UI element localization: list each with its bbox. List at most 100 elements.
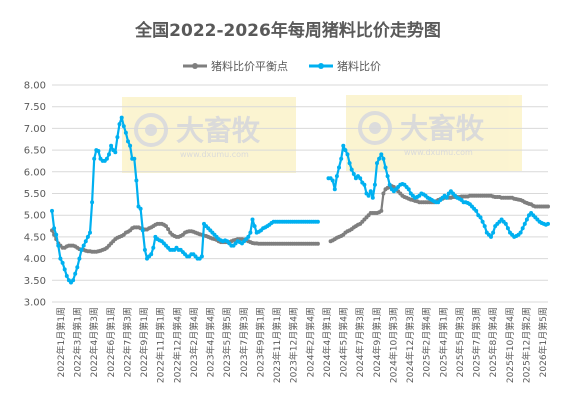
data-point — [524, 217, 529, 222]
data-point — [546, 204, 550, 209]
data-point — [138, 206, 143, 211]
data-point — [117, 122, 122, 127]
data-point — [377, 156, 382, 161]
data-point — [520, 226, 525, 231]
legend: 猪料比价平衡点 猪料比价 — [183, 59, 381, 73]
data-point — [368, 189, 373, 194]
x-tick-label: 2025年8月第4周 — [487, 307, 499, 377]
watermark-url: www.dxumu.com — [180, 150, 249, 159]
x-tick-label: 2024年2月第4周 — [304, 307, 316, 377]
legend-marker-balance — [192, 63, 198, 69]
y-tick-label: 4.50 — [24, 232, 46, 243]
data-point — [489, 234, 493, 239]
x-tick-label: 2023年2月第4周 — [188, 307, 200, 377]
data-point — [345, 152, 350, 157]
data-point — [75, 265, 80, 270]
series-group — [50, 115, 550, 285]
data-point — [387, 182, 392, 187]
x-tick-label: 2024年10月第3周 — [387, 307, 399, 383]
watermark-logo-icon — [134, 113, 168, 147]
data-point — [337, 165, 341, 170]
data-point — [339, 156, 344, 161]
chart-title: 全国2022-2026年每周猪料比价走势图 — [134, 20, 441, 41]
data-point — [334, 174, 339, 179]
data-point — [151, 245, 156, 250]
x-tick-label: 2025年12月第2周 — [520, 307, 532, 383]
data-point — [164, 224, 168, 229]
x-tick-label: 2022年3月第1周 — [72, 307, 84, 377]
x-tick-label: 2022年1月第1周 — [55, 307, 67, 377]
y-tick-label: 5.50 — [24, 189, 46, 200]
data-point — [522, 221, 527, 226]
data-point — [90, 200, 95, 205]
data-point — [444, 195, 449, 200]
series-line-balance-point — [329, 185, 550, 243]
watermark-left: 大畜牧 www.dxumu.com — [122, 97, 296, 173]
data-point — [370, 195, 375, 200]
y-tick-label: 7.00 — [24, 124, 46, 135]
data-point — [478, 215, 483, 220]
x-axis: 2022年1月第1周 2022年3月第1周 2022年4月第3周 2022年6月第1周… — [55, 307, 549, 383]
data-point — [132, 156, 137, 161]
legend-marker-ratio — [318, 63, 324, 69]
data-point — [375, 161, 379, 166]
watermark-logo-dot — [145, 124, 157, 136]
data-point — [109, 143, 114, 148]
x-tick-label: 2022年4月第3周 — [88, 307, 100, 377]
x-tick-label: 2025年10月第4周 — [504, 307, 516, 383]
series-line-balance-point — [50, 222, 319, 253]
data-point — [199, 254, 204, 259]
data-point — [366, 193, 371, 198]
data-point — [126, 139, 130, 144]
x-tick-label: 2023年9月第1周 — [254, 307, 266, 377]
y-tick-label: 5.00 — [24, 211, 46, 222]
x-tick-label: 2024年7月第3周 — [354, 307, 366, 377]
data-point — [85, 234, 90, 239]
data-point — [250, 217, 255, 222]
data-point — [358, 176, 363, 181]
x-tick-label: 2023年12月第4周 — [288, 307, 300, 383]
x-tick-label: 2024年5月第4周 — [338, 307, 350, 377]
watermark-url: www.dxumu.com — [404, 148, 473, 157]
data-point — [381, 156, 386, 161]
x-tick-label: 2024年12月第3周 — [404, 307, 416, 383]
data-point — [343, 148, 348, 153]
data-point — [491, 230, 496, 235]
data-point — [349, 167, 354, 172]
data-point — [518, 230, 523, 235]
data-point — [503, 221, 508, 226]
data-point — [81, 243, 86, 248]
data-point — [73, 271, 78, 276]
data-point — [474, 208, 479, 213]
data-point — [315, 219, 320, 224]
data-point — [79, 247, 84, 252]
data-point — [83, 239, 88, 244]
x-tick-label: 2022年7月第3周 — [121, 307, 133, 377]
y-tick-label: 8.00 — [24, 81, 46, 92]
y-tick-label: 3.00 — [24, 298, 46, 309]
data-point — [246, 234, 251, 239]
data-point — [58, 256, 63, 261]
x-tick-label: 2026年1月第5周 — [537, 307, 549, 377]
data-point — [379, 208, 384, 213]
data-point — [332, 187, 337, 192]
data-point — [252, 224, 257, 229]
data-point — [115, 135, 120, 140]
watermark-text: 大畜牧 — [176, 114, 261, 147]
data-point — [56, 243, 61, 248]
data-point — [383, 165, 388, 170]
data-point — [379, 152, 384, 157]
x-tick-label: 2024年9月第1周 — [371, 307, 383, 377]
x-tick-label: 2023年7月第3周 — [238, 307, 250, 377]
data-point — [351, 172, 356, 176]
data-point — [362, 182, 367, 187]
data-point — [71, 278, 76, 283]
data-point — [385, 174, 390, 179]
x-tick-label: 2023年5月第5周 — [221, 307, 233, 377]
data-point — [60, 260, 65, 265]
x-tick-label: 2022年11月第1周 — [155, 307, 167, 383]
y-tick-label: 3.50 — [24, 276, 46, 287]
data-point — [119, 115, 124, 120]
data-point — [505, 226, 510, 231]
